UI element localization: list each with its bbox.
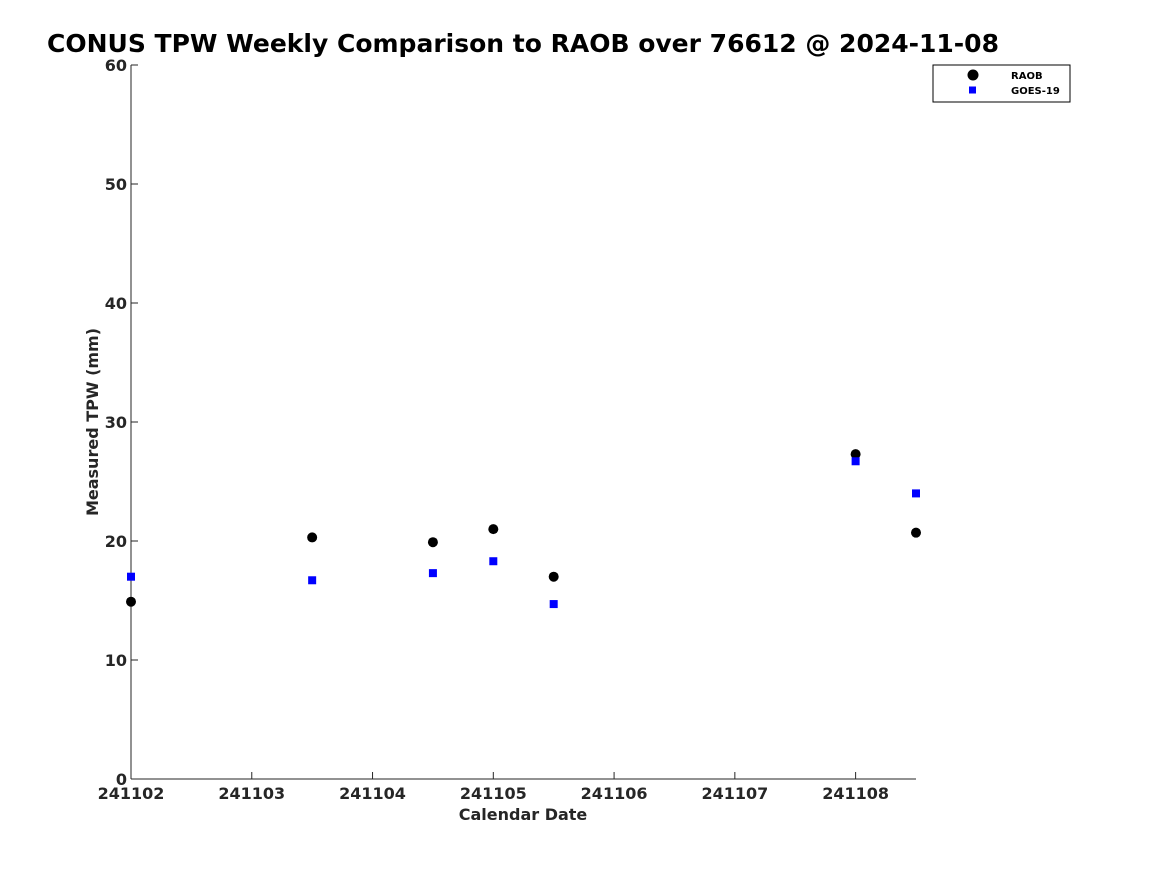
data-point-goes-19 — [912, 489, 920, 498]
x-axis-label: Calendar Date — [459, 805, 588, 824]
data-point-goes-19 — [851, 457, 860, 466]
data-point-raob — [548, 571, 559, 582]
series-layer — [126, 449, 921, 609]
x-tick-label: 241104 — [339, 784, 406, 803]
data-point-raob — [307, 532, 318, 543]
data-point-goes-19 — [428, 569, 437, 578]
y-axis-label: Measured TPW (mm) — [83, 328, 102, 516]
x-tick-label: 241102 — [98, 784, 165, 803]
legend-label-goes: GOES-19 — [1011, 86, 1060, 97]
data-point-goes-19 — [549, 600, 558, 609]
y-tick-label: 30 — [105, 413, 127, 432]
y-tick-label: 40 — [105, 294, 127, 313]
x-tick-label: 241107 — [701, 784, 768, 803]
y-tick-label: 60 — [105, 56, 127, 75]
series-raob — [126, 449, 921, 607]
y-tick-label: 0 — [116, 770, 127, 789]
data-point-goes-19 — [308, 576, 317, 585]
legend-box — [932, 64, 1071, 103]
legend-marker-raob — [967, 69, 979, 81]
y-tick-label: 50 — [105, 175, 127, 194]
x-ticks: 241102 241103 241104 241105 241106 241107 2411… — [98, 772, 889, 803]
data-point-raob — [126, 596, 136, 607]
data-point-raob — [427, 537, 438, 548]
x-tick-label: 241108 — [822, 784, 889, 803]
x-tick-label: 241105 — [460, 784, 527, 803]
legend-marker-goes — [969, 86, 976, 94]
y-tick-label: 10 — [105, 651, 127, 670]
y-ticks: 0 10 20 30 40 50 60 — [105, 56, 138, 789]
data-point-raob — [850, 449, 861, 460]
series-goes-19 — [127, 457, 920, 609]
legend-label-raob: RAOB — [1011, 71, 1043, 82]
x-tick-label: 241106 — [581, 784, 648, 803]
data-point-goes-19 — [127, 572, 135, 581]
y-tick-label: 20 — [105, 532, 127, 551]
chart-title: CONUS TPW Weekly Comparison to RAOB over… — [47, 29, 999, 58]
data-point-raob — [488, 524, 499, 535]
data-point-goes-19 — [489, 557, 498, 566]
x-tick-label: 241103 — [218, 784, 285, 803]
data-point-raob — [911, 527, 921, 538]
legend: RAOB GOES-19 — [932, 64, 1071, 103]
